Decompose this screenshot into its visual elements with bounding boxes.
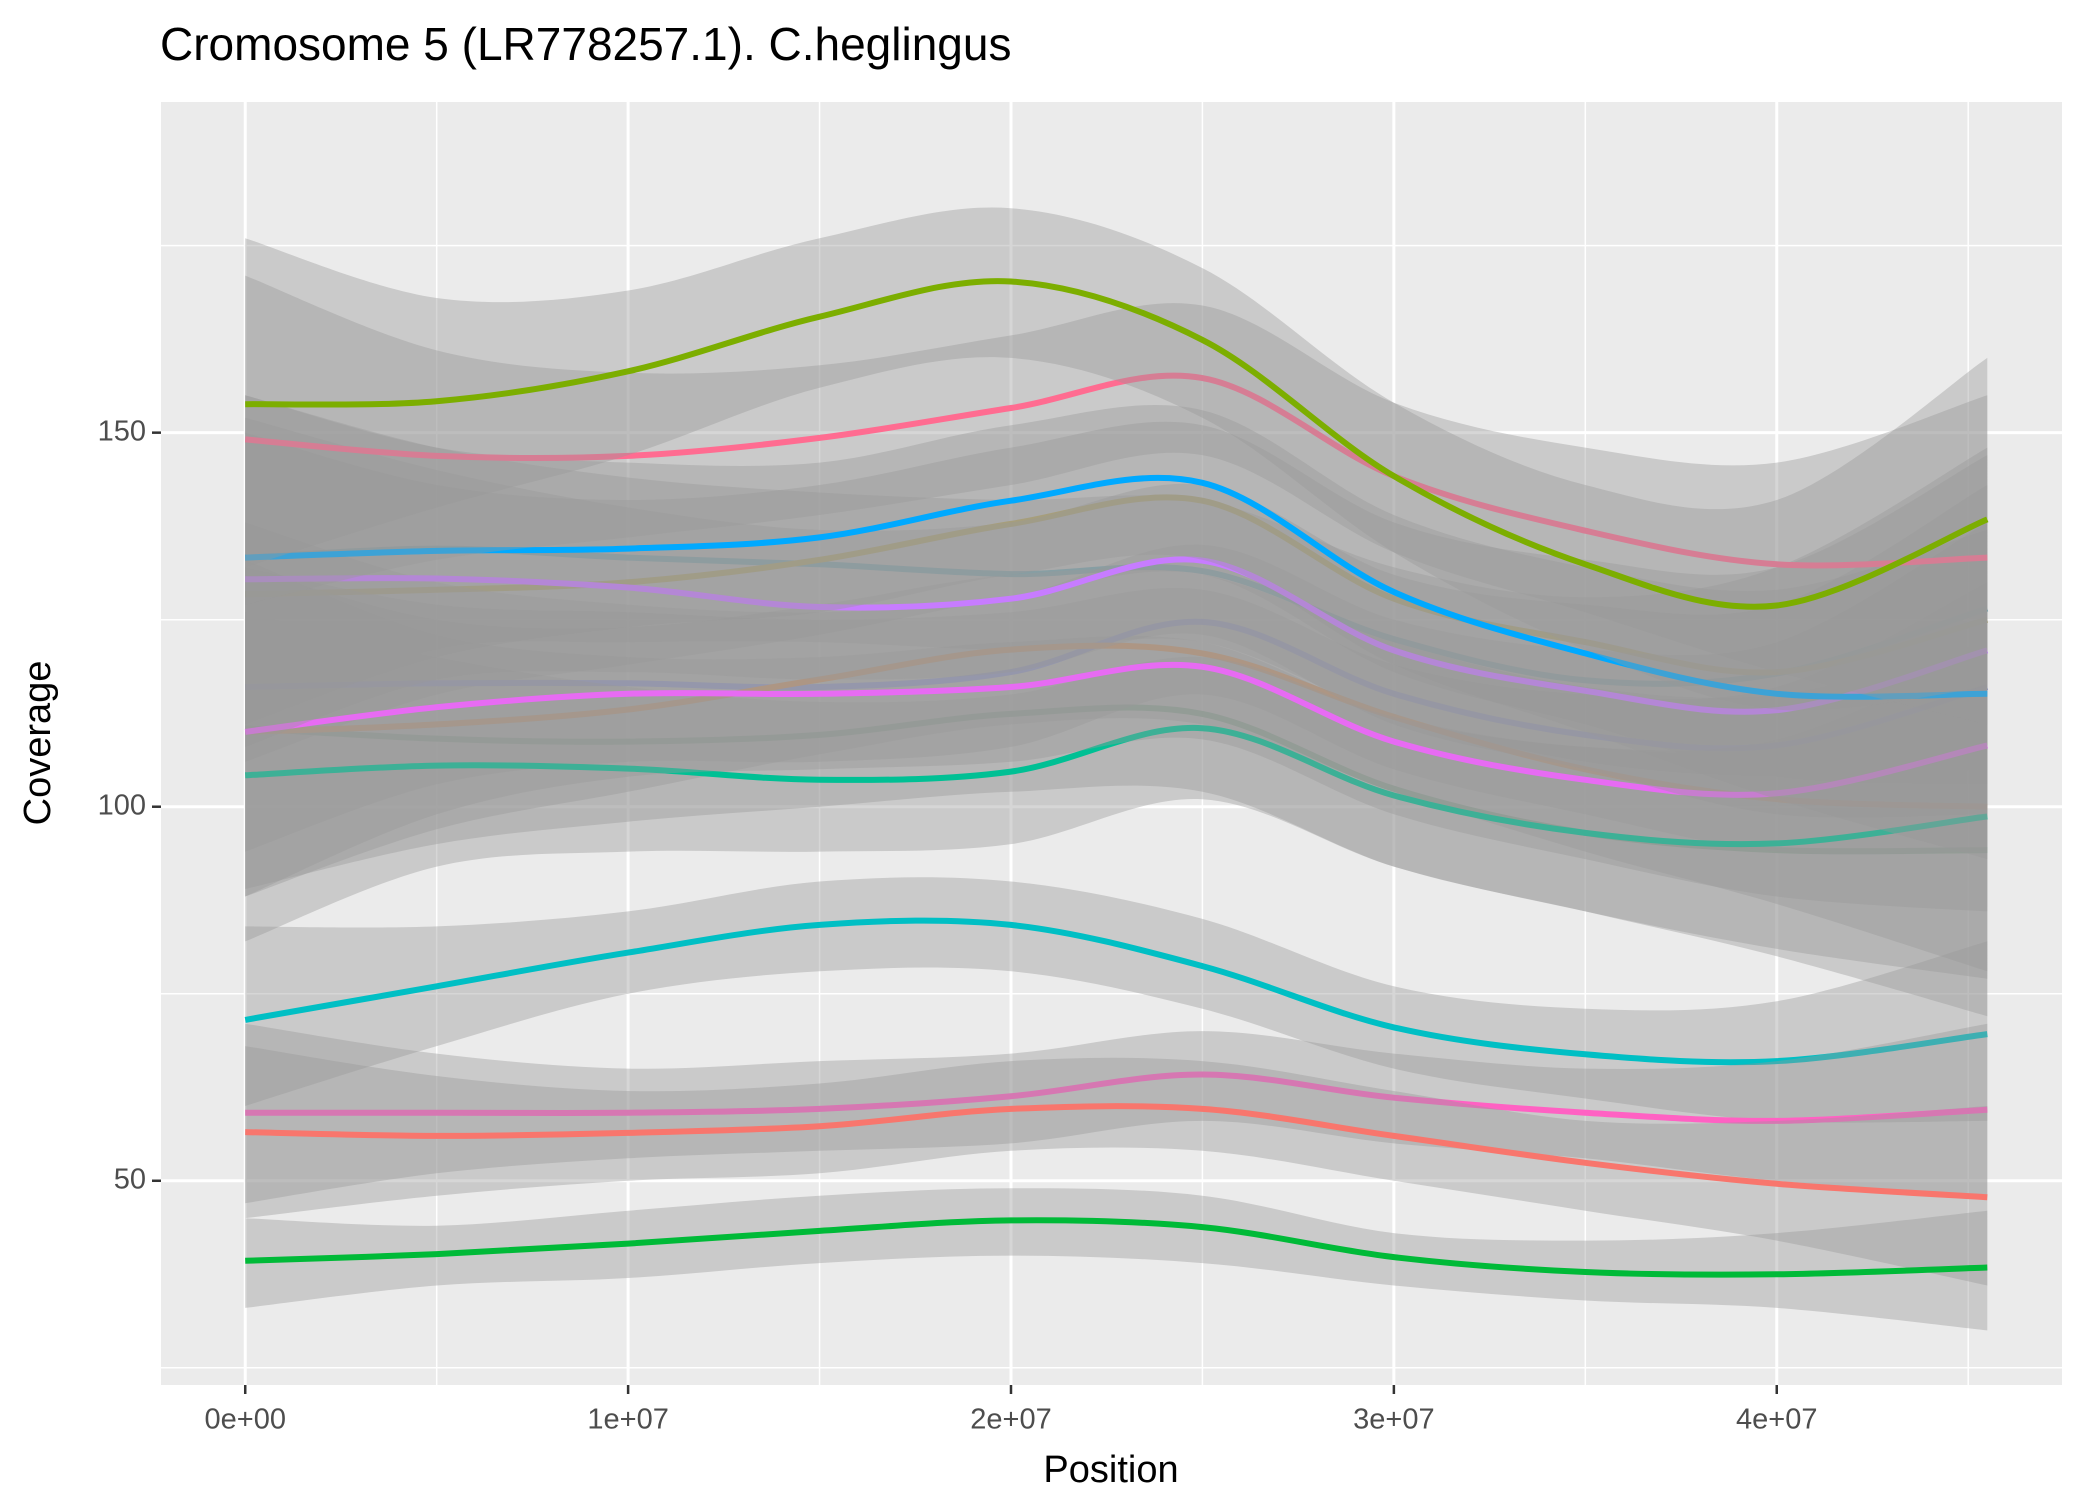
confidence-band (245, 612, 1988, 979)
y-axis-title: Coverage (17, 661, 59, 826)
confidence-band (245, 207, 1988, 711)
confidence-band (245, 421, 1988, 785)
x-tick-label: 0e+00 (205, 1404, 286, 1436)
confidence-band (245, 1023, 1988, 1204)
confidence-band (245, 877, 1988, 1123)
smooth-line (245, 724, 1988, 848)
confidence-band (245, 1188, 1988, 1331)
smooth-line (244, 917, 1988, 1066)
y-tick-label: 100 (98, 789, 146, 821)
x-tick-label: 2e+07 (970, 1404, 1051, 1436)
smooth-line (244, 661, 1988, 798)
smooth-line (245, 474, 1988, 700)
confidence-band (245, 1046, 1988, 1286)
smooth-line (245, 1217, 1988, 1278)
x-tick-label: 3e+07 (1353, 1404, 1434, 1436)
plot-area (244, 207, 1989, 1331)
confidence-band (245, 567, 1988, 912)
smooth-line (245, 642, 1988, 810)
confidence-band (245, 395, 1988, 860)
smooth-line (245, 1071, 1988, 1124)
smooth-line (244, 372, 1988, 569)
x-tick-label: 4e+07 (1736, 1404, 1817, 1436)
confidence-band (245, 522, 1988, 855)
y-tick-label: 50 (114, 1163, 146, 1195)
chart-title: Cromosome 5 (LR778257.1). C.heglingus (160, 18, 1011, 70)
confidence-band (245, 417, 1988, 818)
smooth-line (245, 1103, 1988, 1201)
smooth-line (245, 278, 1989, 610)
smooth-line (245, 494, 1989, 676)
confidence-band (245, 395, 1988, 777)
x-tick-label: 1e+07 (587, 1404, 668, 1436)
confidence-band (245, 559, 1988, 1017)
x-axis-title: Position (1043, 1449, 1178, 1491)
confidence-band (245, 567, 1988, 972)
confidence-band (245, 275, 1988, 725)
y-tick-label: 150 (98, 415, 146, 447)
smooth-line (245, 556, 1989, 715)
smooth-line (245, 618, 1989, 752)
axes: 50 100 150 0e+00 1e+07 2e+07 3e+07 4e+07 (98, 415, 1818, 1435)
